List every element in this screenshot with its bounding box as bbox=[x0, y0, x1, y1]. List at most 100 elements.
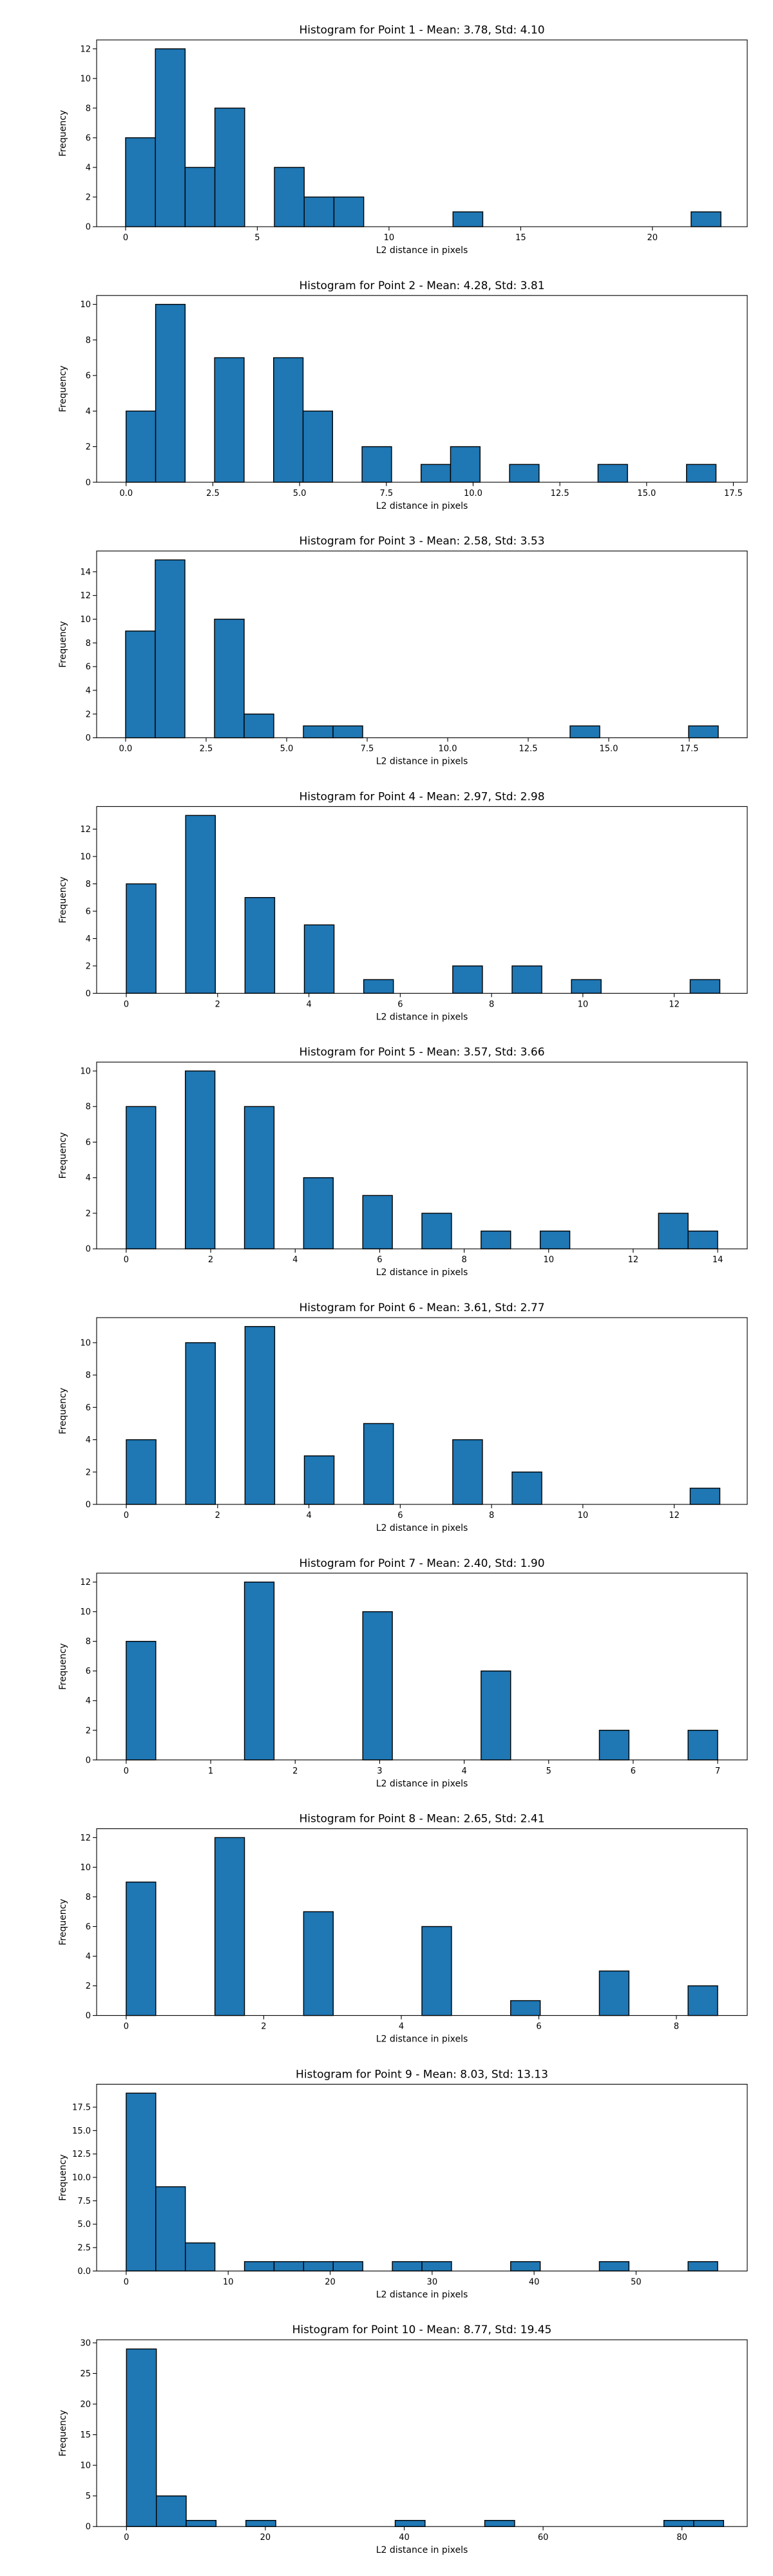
x-tick-label: 30 bbox=[427, 2277, 438, 2287]
histogram-point-2: Histogram for Point 2 - Mean: 4.28, Std:… bbox=[58, 279, 748, 511]
y-tick-label: 4 bbox=[86, 1173, 91, 1183]
y-tick-label: 12 bbox=[80, 1578, 91, 1587]
y-tick-label: 5 bbox=[86, 2492, 91, 2501]
histogram-bar bbox=[362, 1611, 393, 1761]
y-axis-label: Frequency bbox=[58, 366, 68, 412]
y-tick-label: 5.0 bbox=[77, 2220, 91, 2230]
x-tick-label: 6 bbox=[631, 1766, 636, 1776]
y-tick-label: 6 bbox=[86, 907, 91, 916]
x-axis-label: L2 distance in pixels bbox=[376, 1523, 468, 1533]
y-tick-label: 0.0 bbox=[77, 2267, 91, 2277]
x-tick-label: 0 bbox=[124, 2533, 129, 2543]
histogram-bar bbox=[155, 2186, 186, 2272]
histogram-point-4: Histogram for Point 4 - Mean: 2.97, Std:… bbox=[58, 790, 748, 1022]
y-axis-label: Frequency bbox=[58, 110, 68, 156]
histogram-bar bbox=[243, 2261, 275, 2272]
histogram-bar bbox=[244, 896, 276, 994]
y-tick-label: 10 bbox=[80, 1067, 91, 1077]
y-tick-label: 6 bbox=[86, 1138, 91, 1148]
histogram-bar bbox=[691, 211, 721, 227]
y-tick-label: 0 bbox=[86, 1245, 91, 1255]
histogram-bar bbox=[420, 464, 452, 483]
histogram-bar bbox=[511, 965, 542, 994]
y-tick-label: 6 bbox=[86, 372, 91, 381]
chart-title: Histogram for Point 4 - Mean: 2.97, Std:… bbox=[299, 790, 544, 803]
histogram-bar bbox=[597, 464, 628, 483]
histogram-bar bbox=[156, 2495, 187, 2527]
y-tick-label: 30 bbox=[80, 2338, 91, 2348]
y-tick-label: 2 bbox=[86, 1209, 91, 1218]
x-tick-label: 5.0 bbox=[280, 744, 294, 754]
histogram-bar bbox=[663, 2519, 694, 2527]
histogram-bar bbox=[392, 2261, 423, 2272]
y-axis-label: Frequency bbox=[58, 621, 68, 667]
x-tick-label: 40 bbox=[529, 2277, 540, 2287]
x-tick-label: 10 bbox=[223, 2277, 234, 2287]
histogram-bar bbox=[185, 815, 216, 994]
y-tick-label: 2 bbox=[86, 961, 91, 971]
histogram-bar bbox=[186, 2519, 217, 2527]
x-tick-label: 7.5 bbox=[361, 744, 374, 754]
histogram-bar bbox=[302, 410, 333, 483]
y-tick-label: 6 bbox=[86, 1403, 91, 1413]
x-tick-label: 5 bbox=[254, 233, 260, 243]
y-tick-label: 2 bbox=[86, 1468, 91, 1477]
histogram-bar bbox=[689, 979, 721, 994]
x-tick-label: 0 bbox=[124, 1766, 129, 1776]
y-axis-label: Frequency bbox=[58, 2154, 68, 2201]
histogram-bar bbox=[303, 196, 335, 227]
x-tick-label: 15.0 bbox=[637, 489, 656, 498]
x-axis-label: L2 distance in pixels bbox=[376, 245, 468, 256]
histogram-bar bbox=[481, 1230, 511, 1249]
histogram-bar bbox=[126, 1881, 157, 2016]
y-tick-label: 0 bbox=[86, 1756, 91, 1765]
y-axis-label: Frequency bbox=[58, 1643, 68, 1690]
histogram-bar bbox=[126, 410, 157, 483]
histogram-bar bbox=[693, 2519, 725, 2527]
chart-title: Histogram for Point 10 - Mean: 8.77, Std… bbox=[292, 2324, 552, 2336]
y-tick-label: 2.5 bbox=[77, 2244, 91, 2253]
x-axis-label: L2 distance in pixels bbox=[376, 1779, 468, 1789]
histogram-bar bbox=[539, 1230, 571, 1249]
y-tick-label: 10 bbox=[80, 1338, 91, 1348]
y-tick-label: 10 bbox=[80, 2461, 91, 2471]
histogram-bar bbox=[243, 1106, 275, 1249]
histogram-bar bbox=[363, 979, 394, 994]
x-tick-label: 2.5 bbox=[206, 489, 220, 498]
histogram-bar bbox=[452, 1439, 483, 1505]
x-tick-label: 2 bbox=[215, 1511, 220, 1520]
histogram-bar bbox=[303, 725, 334, 739]
x-tick-label: 4 bbox=[399, 2022, 404, 2032]
x-tick-label: 6 bbox=[536, 2022, 541, 2032]
histogram-bar bbox=[687, 2261, 718, 2272]
histogram-bar bbox=[244, 1326, 276, 1505]
histogram-bar bbox=[303, 1455, 335, 1505]
histogram-bar bbox=[126, 2348, 157, 2527]
x-tick-label: 10 bbox=[578, 999, 589, 1009]
y-tick-label: 6 bbox=[86, 1667, 91, 1676]
x-axis-label: L2 distance in pixels bbox=[376, 2289, 468, 2300]
x-tick-label: 8 bbox=[461, 1255, 466, 1265]
x-tick-label: 12 bbox=[628, 1255, 639, 1265]
x-tick-label: 0 bbox=[124, 2277, 129, 2287]
y-axis-label: Frequency bbox=[58, 1132, 68, 1179]
y-tick-label: 2 bbox=[86, 442, 91, 452]
plot-frame bbox=[96, 39, 748, 227]
x-tick-label: 12 bbox=[669, 999, 680, 1009]
y-tick-label: 8 bbox=[86, 1103, 91, 1112]
x-tick-label: 20 bbox=[260, 2533, 271, 2543]
x-axis-label: L2 distance in pixels bbox=[376, 2545, 468, 2555]
histogram-bar bbox=[333, 196, 365, 227]
x-tick-label: 0 bbox=[123, 233, 128, 243]
histogram-bar bbox=[214, 1837, 245, 2016]
x-tick-label: 0 bbox=[124, 2022, 129, 2032]
x-tick-label: 60 bbox=[538, 2533, 549, 2543]
histogram-bar bbox=[511, 1472, 542, 1505]
x-tick-label: 0.0 bbox=[119, 489, 133, 498]
y-tick-label: 12 bbox=[80, 44, 91, 54]
y-tick-label: 4 bbox=[86, 934, 91, 944]
x-tick-label: 80 bbox=[676, 2533, 687, 2543]
y-tick-label: 0 bbox=[86, 2523, 91, 2532]
x-tick-label: 12.5 bbox=[519, 744, 538, 754]
histogram-bar bbox=[185, 1342, 216, 1505]
